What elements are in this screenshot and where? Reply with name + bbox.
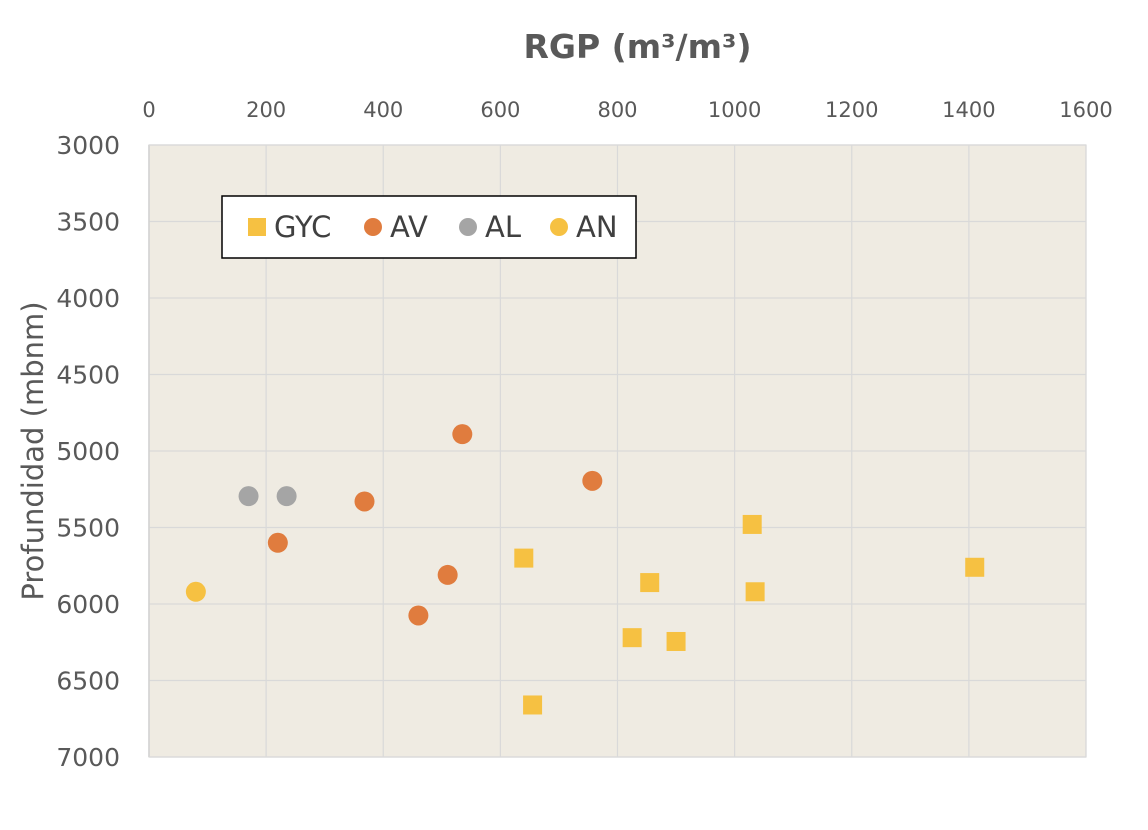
legend-label-al: AL (485, 210, 521, 244)
data-point-av (354, 491, 375, 512)
y-axis-ticks: 3000 3500 4000 4500 5000 5500 6000 6500 7000 (56, 131, 120, 772)
data-point-av (267, 532, 288, 553)
data-point-av (452, 424, 473, 445)
y-tick-label: 4500 (56, 361, 120, 390)
legend-marker-gyc (248, 218, 266, 236)
data-point-av (437, 564, 458, 585)
data-point-gyc (514, 548, 534, 568)
data-point-av (582, 470, 603, 491)
data-points (185, 424, 985, 715)
y-tick-label: 6500 (56, 667, 120, 696)
y-tick-label: 6000 (56, 590, 120, 619)
series-an (185, 581, 206, 602)
data-point-al (238, 486, 259, 507)
y-tick-label: 7000 (56, 743, 120, 772)
x-axis-ticks: 0 200 400 600 800 1000 1200 1400 1600 (142, 98, 1112, 122)
x-axis-title: RGP (m³/m³) (523, 27, 751, 66)
legend-marker-av (364, 218, 382, 236)
data-point-an (185, 581, 206, 602)
x-tick-label: 400 (363, 98, 403, 122)
legend-label-an: AN (576, 210, 618, 244)
x-tick-label: 1600 (1059, 98, 1112, 122)
y-tick-label: 4000 (56, 284, 120, 313)
data-point-gyc (523, 695, 543, 715)
y-tick-label: 3000 (56, 131, 120, 160)
y-tick-label: 5000 (56, 437, 120, 466)
x-tick-label: 0 (142, 98, 155, 122)
series-av (267, 424, 603, 626)
data-point-al (276, 486, 297, 507)
x-tick-label: 1000 (708, 98, 761, 122)
x-tick-label: 600 (480, 98, 520, 122)
x-tick-label: 1400 (942, 98, 995, 122)
y-axis-title: Profundidad (mbnm) (16, 301, 50, 600)
series-gyc (514, 514, 985, 715)
data-point-gyc (745, 582, 765, 602)
legend-marker-al (459, 218, 477, 236)
data-point-gyc (622, 628, 642, 648)
y-tick-label: 5500 (56, 514, 120, 543)
x-tick-label: 1200 (825, 98, 878, 122)
y-tick-label: 3500 (56, 208, 120, 237)
legend-items: GYC AV AL AN (248, 210, 618, 244)
data-point-gyc (742, 514, 762, 534)
series-al (238, 486, 297, 507)
data-point-gyc (666, 631, 686, 651)
plot-frame (148, 144, 1087, 758)
legend-label-av: AV (390, 210, 428, 244)
data-point-gyc (640, 573, 660, 593)
x-tick-label: 200 (246, 98, 286, 122)
x-tick-label: 800 (597, 98, 637, 122)
legend: GYC AV AL AN (221, 195, 637, 259)
legend-label-gyc: GYC (274, 210, 331, 244)
data-point-gyc (965, 557, 985, 577)
legend-marker-an (550, 218, 568, 236)
data-point-av (408, 605, 429, 626)
